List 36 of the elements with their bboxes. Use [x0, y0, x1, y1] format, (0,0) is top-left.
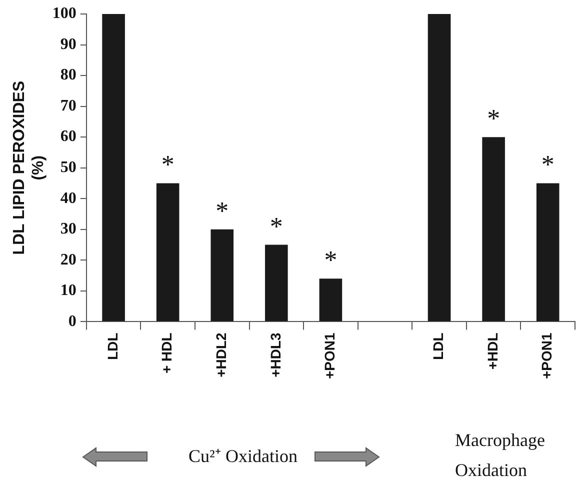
- y-tick-label: 0: [68, 312, 76, 330]
- x-tick-label: +PON1: [322, 332, 338, 380]
- y-tick-label: 80: [60, 66, 76, 84]
- x-tick-label: +HDL: [484, 332, 500, 370]
- text: Macrophage Oxidation: [455, 429, 546, 482]
- y-tick-label: 30: [60, 220, 76, 238]
- bar: [319, 278, 342, 322]
- x-tick-label: + HDL: [158, 332, 175, 374]
- data-label: *: [487, 104, 500, 134]
- y-tick-label: 50: [60, 158, 76, 176]
- x-tick-label: LDL: [430, 332, 446, 360]
- y-tick-label: 60: [60, 128, 76, 146]
- data-label: *: [541, 150, 554, 180]
- data-label: *: [270, 212, 283, 241]
- y-tick-label: 100: [52, 5, 76, 22]
- bar: [156, 183, 180, 322]
- x-tick-label: LDL: [104, 332, 120, 360]
- y-tick-label: 70: [60, 97, 76, 114]
- bar: [428, 14, 451, 322]
- y-axis-title: LDL LIPID PEROXIDES (%): [11, 80, 48, 255]
- y-tick-label: 20: [60, 251, 76, 268]
- y-tick-label: 10: [60, 282, 76, 300]
- x-tick-label: +HDL2: [212, 332, 229, 378]
- y-tick-label: 90: [60, 36, 76, 53]
- x-tick-label: +PON1: [538, 332, 555, 380]
- x-tick-label: +HDL3: [267, 332, 284, 378]
- bar: [265, 244, 288, 322]
- y-tick-label: 40: [60, 190, 76, 207]
- data-label: *: [216, 196, 229, 226]
- data-label: *: [161, 150, 174, 180]
- text: Cu²⁺ Oxidation: [188, 445, 298, 468]
- bar: [102, 14, 125, 322]
- bar: [482, 137, 505, 322]
- data-label: *: [324, 246, 338, 275]
- bar: [536, 183, 560, 322]
- bar: [210, 229, 234, 322]
